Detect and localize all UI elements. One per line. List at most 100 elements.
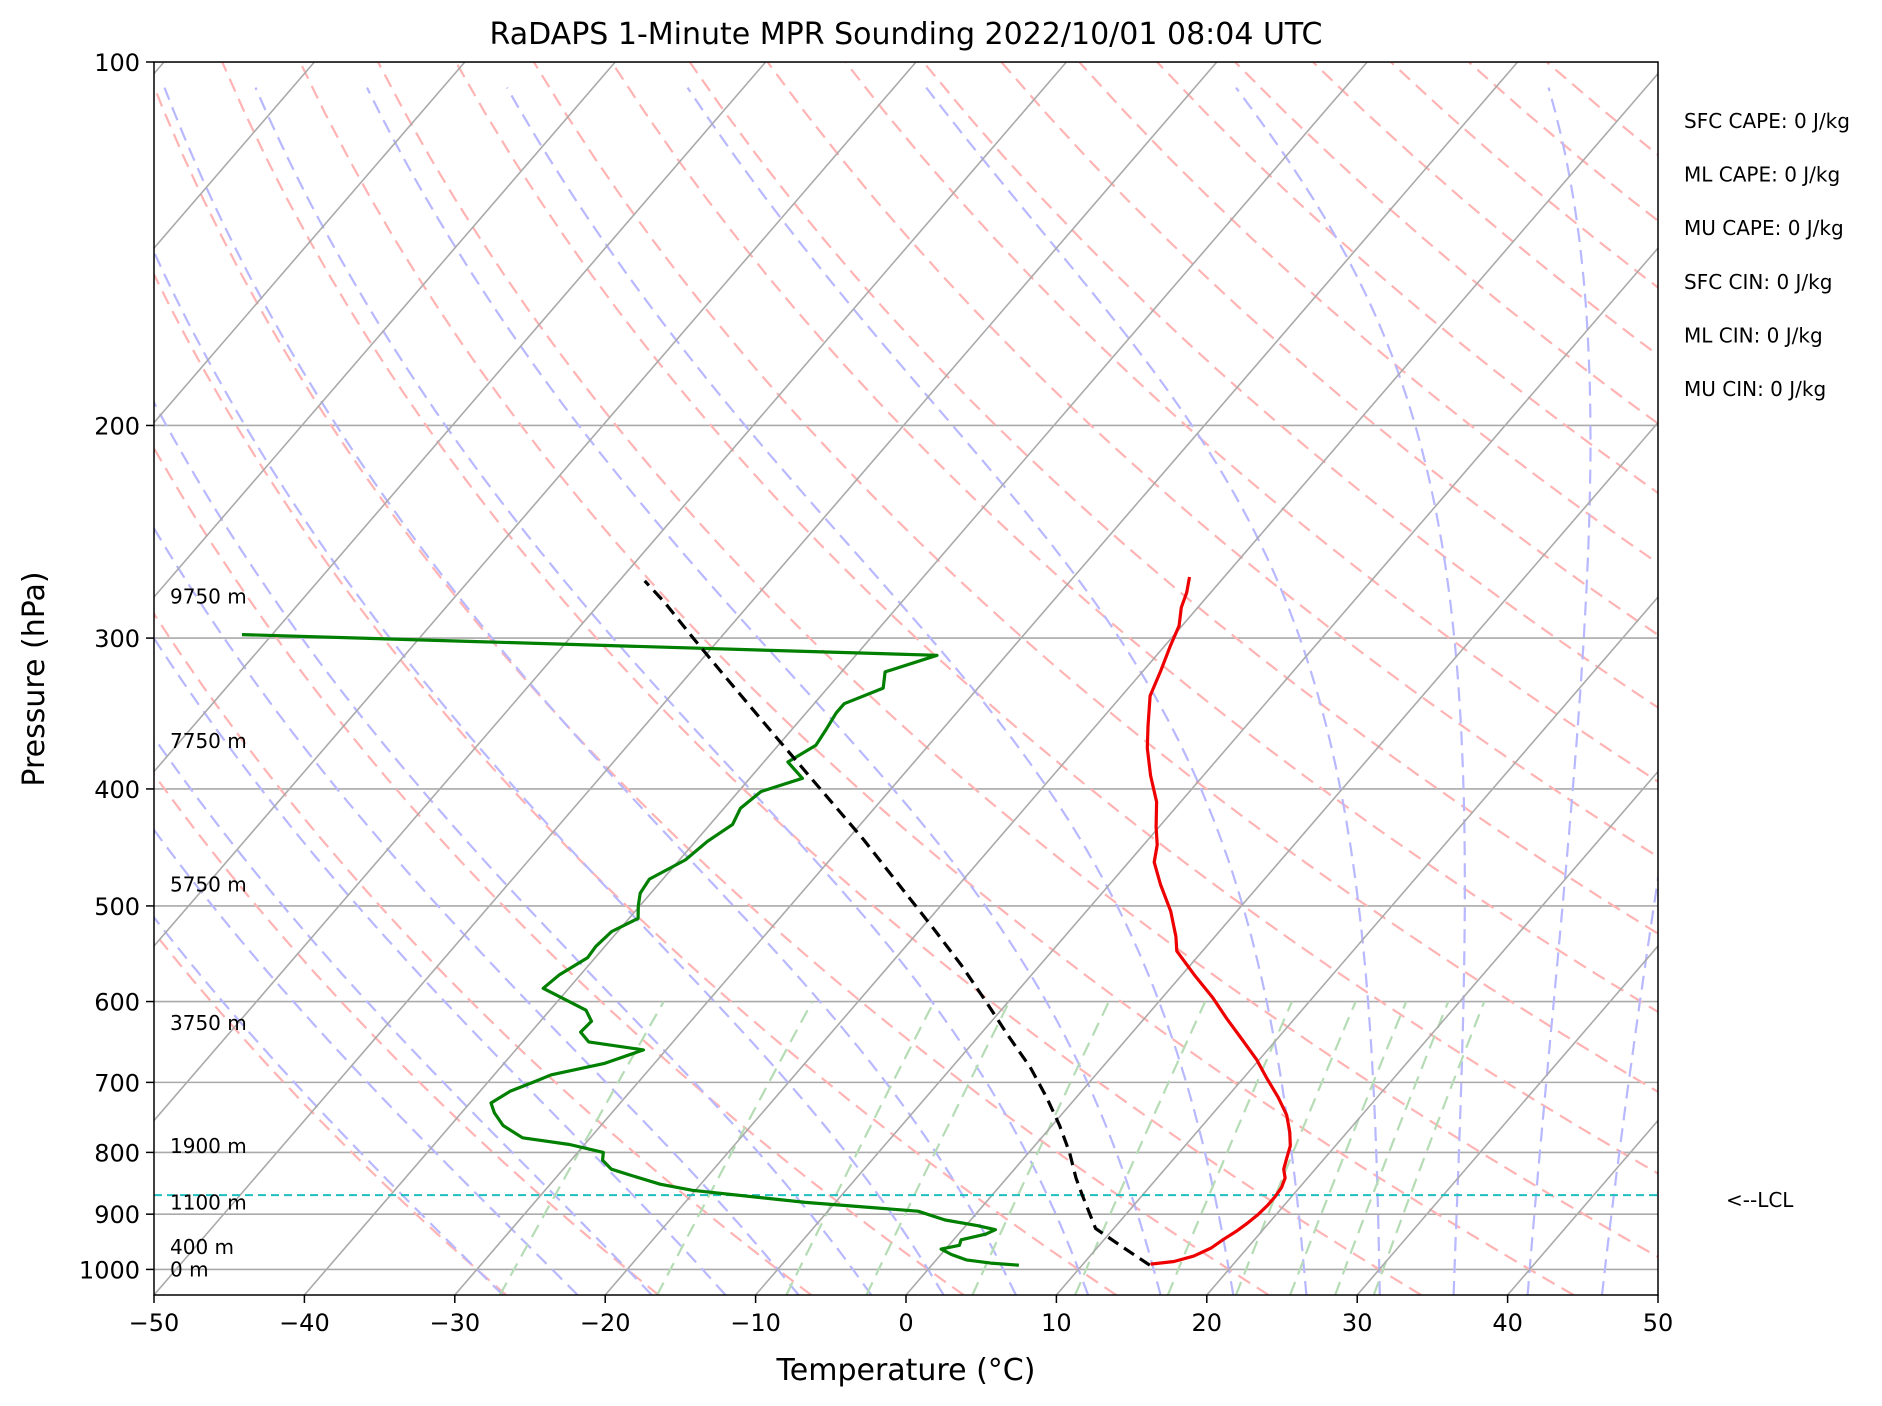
height-label: 3750 m	[170, 1011, 247, 1035]
mixing-ratio-line	[1074, 1001, 1207, 1295]
moist-adiabat	[1235, 86, 1466, 1295]
height-labels: 9750 m 7750 m 5750 m 3750 m 1900 m 1100 m 400 …	[170, 584, 247, 1281]
moist-adiabat	[163, 87, 1017, 1295]
isotherm	[154, 62, 1068, 1122]
x-tick-label: 0	[898, 1309, 913, 1337]
x-tick-label: −10	[730, 1309, 781, 1337]
isobar-gridlines	[154, 62, 1658, 1271]
y-axis: 100 200 300 400 500 600 700 800 900 1000	[79, 49, 154, 1284]
dry-adiabat	[377, 62, 1658, 1259]
isotherm	[1356, 944, 1658, 1295]
y-tick-label: 800	[94, 1139, 140, 1167]
mixing-ratio-line	[1334, 1001, 1450, 1295]
moist-adiabat	[925, 86, 1381, 1295]
dry-adiabat	[221, 62, 1422, 1295]
moist-adiabat	[366, 87, 1162, 1295]
moist-adiabat-lines	[154, 86, 1658, 1295]
y-tick-label: 600	[94, 989, 140, 1017]
height-label: 5750 m	[170, 873, 247, 897]
moist-adiabat	[254, 87, 1090, 1295]
stat-sfc-cape: SFC CAPE: 0 J/kg	[1684, 109, 1850, 133]
height-label: 9750 m	[170, 584, 247, 608]
stat-ml-cape: ML CAPE: 0 J/kg	[1684, 163, 1840, 187]
moist-adiabat	[1526, 87, 1592, 1295]
y-tick-label: 1000	[79, 1256, 140, 1284]
temperature-line	[1145, 576, 1292, 1266]
isotherm	[154, 62, 917, 948]
sounding-series	[241, 576, 1292, 1267]
y-tick-label: 100	[94, 49, 140, 77]
x-tick-label: 30	[1342, 1309, 1373, 1337]
y-axis-label: Pressure (hPa)	[17, 571, 52, 786]
dry-adiabat	[154, 772, 660, 1295]
x-tick-label: 20	[1192, 1309, 1223, 1337]
y-tick-label: 700	[94, 1069, 140, 1097]
height-label: 7750 m	[170, 729, 247, 753]
stat-ml-cin: ML CIN: 0 J/kg	[1684, 323, 1823, 347]
isotherm	[454, 62, 1519, 1295]
stat-mu-cin: MU CIN: 0 J/kg	[1684, 377, 1826, 401]
x-tick-label: 50	[1643, 1309, 1674, 1337]
isotherm	[604, 72, 1658, 1295]
x-axis: −50 −40 −30 −20 −10 0 10 20 30 40 50	[129, 1295, 1674, 1337]
dewpoint-line	[241, 633, 1020, 1267]
height-label: 400 m	[170, 1235, 234, 1259]
isotherm	[154, 62, 767, 773]
dry-adiabat	[610, 62, 1658, 1014]
height-label: 1100 m	[170, 1190, 247, 1214]
y-tick-label: 300	[94, 625, 140, 653]
dry-adiabat	[154, 446, 965, 1295]
isotherm	[303, 62, 1368, 1295]
moist-adiabat	[154, 400, 873, 1295]
moist-adiabat	[154, 735, 653, 1295]
mixing-ratio-line	[1289, 1001, 1408, 1295]
isotherm	[154, 62, 1218, 1295]
mixing-ratio-line	[865, 1001, 1011, 1295]
isotherm	[754, 246, 1658, 1295]
x-tick-label: −30	[429, 1309, 480, 1337]
dry-adiabat	[454, 62, 1658, 1175]
x-axis-label: Temperature (°C)	[776, 1353, 1036, 1388]
mixing-ratio-line	[498, 1001, 665, 1295]
isotherm-lines	[154, 62, 1658, 1295]
isotherm	[154, 62, 466, 424]
height-label: 0 m	[170, 1257, 209, 1281]
mixing-ratio-line	[1234, 1001, 1357, 1295]
isotherm	[1055, 595, 1658, 1295]
stat-mu-cape: MU CAPE: 0 J/kg	[1684, 216, 1844, 240]
moist-adiabat	[506, 87, 1235, 1295]
x-tick-label: 40	[1492, 1309, 1523, 1337]
isotherm	[1206, 770, 1658, 1295]
y-tick-label: 200	[94, 412, 140, 440]
lcl-label: <--LCL	[1726, 1188, 1794, 1212]
dry-adiabat	[154, 930, 507, 1295]
stat-sfc-cin: SFC CIN: 0 J/kg	[1684, 270, 1832, 294]
mixing-ratio-line	[971, 1001, 1110, 1295]
x-tick-label: −50	[129, 1309, 180, 1337]
x-tick-label: 10	[1041, 1309, 1072, 1337]
isotherm	[905, 421, 1658, 1295]
y-tick-label: 500	[94, 893, 140, 921]
stability-indices: SFC CAPE: 0 J/kg ML CAPE: 0 J/kg MU CAPE: …	[1684, 109, 1850, 401]
x-tick-label: −20	[580, 1309, 631, 1337]
moist-adiabat	[154, 526, 800, 1295]
mixing-ratio-lines	[498, 1001, 1486, 1295]
mixing-ratio-line	[785, 1001, 935, 1295]
mixing-ratio-line	[1166, 1001, 1294, 1295]
isotherm	[154, 62, 616, 599]
chart-title: RaDAPS 1-Minute MPR Sounding 2022/10/01 …	[490, 17, 1323, 52]
plot-area	[154, 62, 1658, 1295]
moist-adiabat	[154, 828, 579, 1295]
height-label: 1900 m	[170, 1134, 247, 1158]
mixing-ratio-line	[1372, 1001, 1486, 1295]
mixing-ratio-line	[656, 1001, 814, 1295]
dry-adiabat	[154, 271, 1117, 1295]
moist-adiabat	[686, 86, 1308, 1295]
moist-adiabat	[154, 249, 945, 1295]
x-tick-label: −40	[279, 1309, 330, 1337]
dry-adiabat	[299, 62, 1575, 1295]
y-tick-label: 900	[94, 1201, 140, 1229]
y-tick-label: 400	[94, 776, 140, 804]
dry-adiabat	[154, 83, 1270, 1295]
